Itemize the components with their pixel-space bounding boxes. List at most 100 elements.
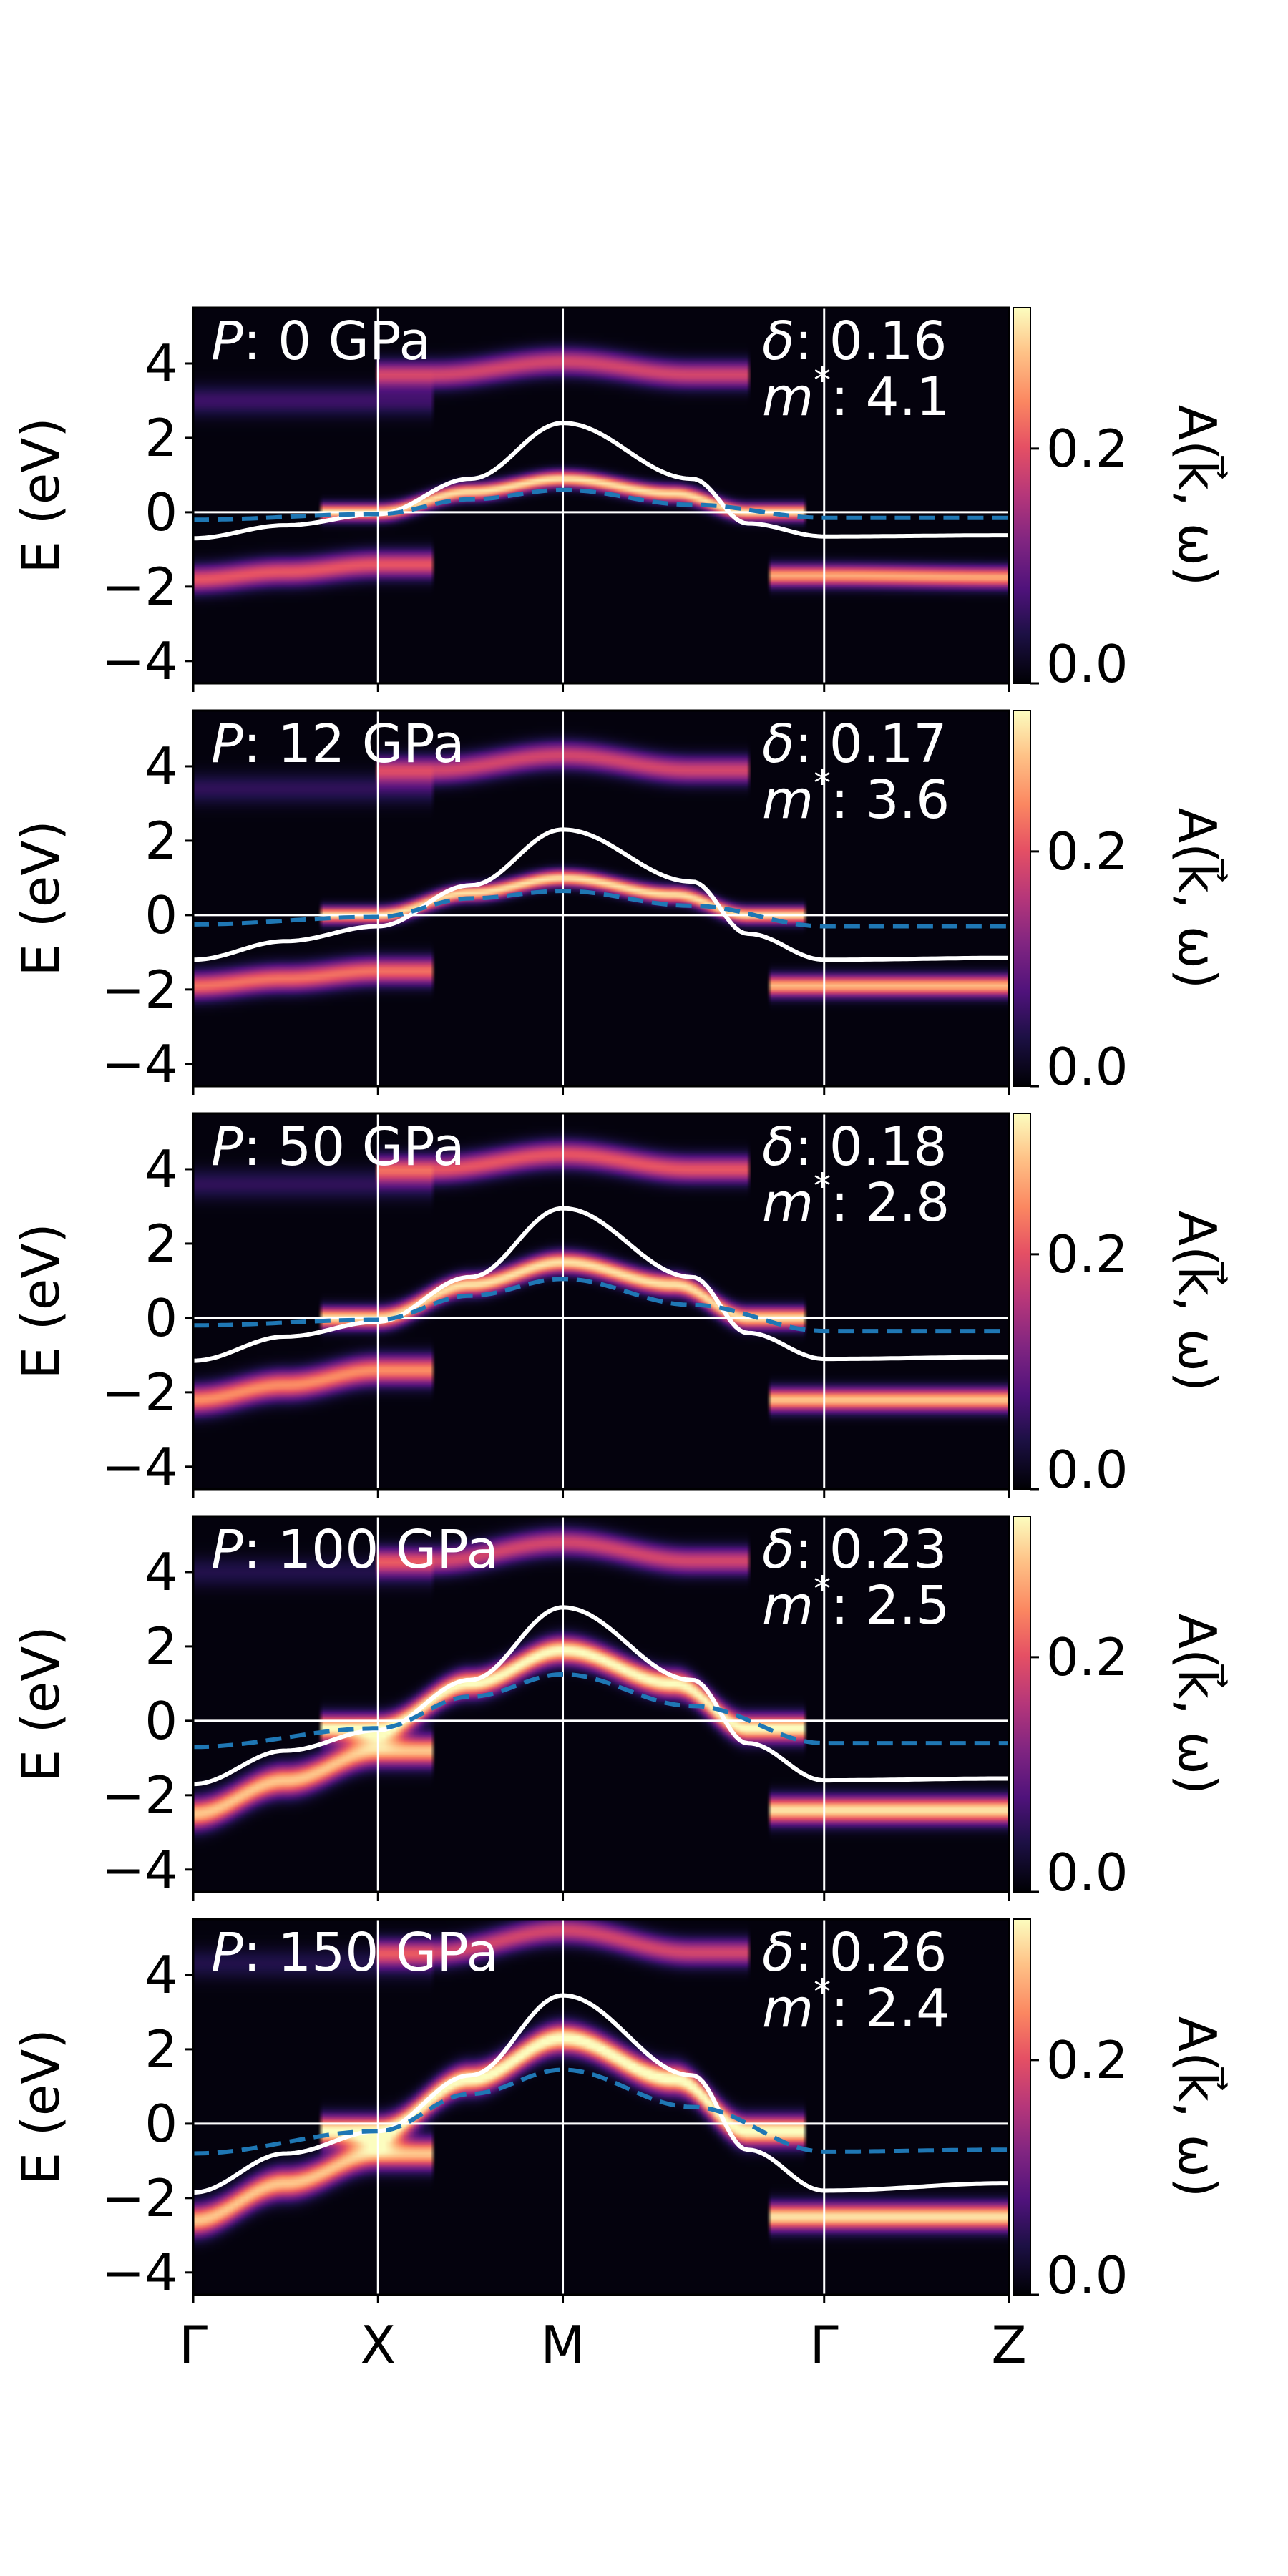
mass-value: : 4.1	[831, 366, 950, 428]
delta-value: : 0.16	[794, 311, 947, 372]
y-tick-label: 4	[145, 1139, 177, 1199]
y-tick-label: 0	[145, 885, 177, 945]
pressure-value: : 50 GPa	[243, 1116, 465, 1178]
pressure-value: : 100 GPa	[243, 1519, 499, 1581]
colorbar	[1013, 710, 1031, 1087]
axes-frame	[192, 709, 1010, 1088]
y-tick-label: 4	[145, 1542, 177, 1602]
colorbar-tick-label: 0.2	[1046, 419, 1128, 479]
mass-star: *	[814, 763, 831, 804]
y-tick-label: −4	[102, 2243, 177, 2303]
y-tick-label: 4	[145, 333, 177, 394]
y-tick-label: −2	[102, 1362, 177, 1423]
panel-5: −4 −2 0 2 4 E (eV) P: 150 GPa δ: 0.26m*: 2.4 0.0…	[11, 1918, 1228, 2306]
mass-symbol: m	[762, 366, 814, 428]
y-axis-label: E (eV)	[11, 2029, 71, 2185]
y-tick-label: −4	[102, 1437, 177, 1497]
delta-symbol: δ	[762, 1519, 794, 1581]
spectral-heatmap	[193, 1113, 1009, 1489]
colorbar	[1013, 1918, 1031, 2296]
colorbar-label: A(k⃗, ω)	[1167, 1211, 1228, 1392]
renormalized-band-line	[193, 1277, 1009, 1334]
mass-symbol: m	[762, 1978, 814, 2039]
mass-star: *	[814, 361, 831, 401]
pressure-symbol: P	[211, 713, 243, 775]
k-point-label: M	[540, 2315, 585, 2375]
delta-value: : 0.17	[794, 713, 947, 775]
pressure-annotation: P: 150 GPa	[211, 1922, 499, 1984]
y-tick-label: 2	[145, 811, 177, 871]
delta-value: : 0.18	[794, 1116, 947, 1178]
mass-value: : 3.6	[831, 769, 950, 831]
delta-annotation: δ: 0.18	[762, 1116, 947, 1178]
y-tick-label: 2	[145, 1214, 177, 1274]
colorbar	[1013, 1113, 1031, 1490]
colorbar-label: A(k⃗, ω)	[1167, 808, 1228, 989]
k-point-label: Γ	[179, 2315, 208, 2375]
delta-symbol: δ	[762, 713, 794, 775]
mass-annotation: m*: 3.6	[762, 763, 950, 831]
k-point-label: X	[361, 2315, 396, 2375]
pressure-symbol: P	[211, 1116, 243, 1178]
axes-frame	[192, 1918, 1010, 2296]
y-tick-label: 0	[145, 1691, 177, 1751]
k-point-label: Z	[991, 2315, 1026, 2375]
y-axis-label: E (eV)	[11, 820, 71, 976]
pressure-annotation: P: 12 GPa	[211, 713, 465, 775]
mass-annotation: m*: 2.4	[762, 1972, 950, 2039]
renormalized-band-line	[192, 1672, 1009, 1750]
mass-value: : 2.8	[831, 1172, 950, 1234]
colorbar-tick-label: 0.0	[1046, 634, 1128, 694]
mass-annotation: m*: 2.5	[762, 1569, 950, 1636]
y-tick-label: 4	[145, 736, 177, 796]
delta-symbol: δ	[762, 311, 794, 372]
mass-star: *	[814, 1972, 831, 2012]
panel-3: −4 −2 0 2 4 E (eV) P: 50 GPa δ: 0.18m*: 2.8 0.0 0…	[11, 1112, 1228, 1500]
panel-2: −4 −2 0 2 4 E (eV) P: 12 GPa δ: 0.17m*: 3.6 0.0 0…	[11, 709, 1228, 1097]
colorbar	[1013, 307, 1031, 684]
panel-4: −4 −2 0 2 4 E (eV) P: 100 GPa δ: 0.23m*: 2.5 0.0…	[11, 1515, 1228, 1903]
colorbar-label: A(k⃗, ω)	[1167, 2016, 1228, 2197]
axes-frame	[192, 306, 1010, 685]
y-tick-label: 4	[145, 1945, 177, 2005]
colorbar-tick-label: 0.2	[1046, 1224, 1128, 1284]
mass-symbol: m	[762, 1172, 814, 1234]
pressure-annotation: P: 100 GPa	[211, 1519, 499, 1581]
delta-annotation: δ: 0.17	[762, 713, 947, 775]
y-tick-label: 2	[145, 2019, 177, 2079]
y-tick-label: 0	[145, 1288, 177, 1348]
colorbar-tick-label: 0.0	[1046, 2245, 1128, 2306]
y-tick-label: −4	[102, 1034, 177, 1094]
y-tick-label: −4	[102, 631, 177, 691]
spectral-heatmap	[193, 308, 1009, 683]
delta-annotation: δ: 0.16	[762, 311, 947, 372]
mass-symbol: m	[762, 1575, 814, 1636]
mass-annotation: m*: 2.8	[762, 1166, 950, 1234]
pressure-annotation: P: 0 GPa	[211, 311, 431, 372]
colorbar	[1013, 1516, 1031, 1893]
spectral-heatmap	[193, 1516, 1009, 1892]
pressure-annotation: P: 50 GPa	[211, 1116, 465, 1178]
delta-value: : 0.26	[794, 1922, 947, 1984]
y-tick-label: 0	[145, 482, 177, 542]
y-tick-label: 2	[145, 408, 177, 468]
colorbar-label: A(k⃗, ω)	[1167, 405, 1228, 586]
mass-star: *	[814, 1166, 831, 1206]
y-tick-label: −2	[102, 557, 177, 617]
y-axis-label: E (eV)	[11, 1223, 71, 1379]
pressure-symbol: P	[211, 1519, 243, 1581]
dft-band-line	[192, 421, 1009, 541]
renormalized-band-line	[192, 2067, 1009, 2156]
colorbar-label: A(k⃗, ω)	[1167, 1614, 1228, 1795]
delta-annotation: δ: 0.26	[762, 1922, 947, 1984]
pressure-symbol: P	[211, 1922, 243, 1984]
delta-value: : 0.23	[794, 1519, 947, 1581]
delta-symbol: δ	[762, 1922, 794, 1984]
colorbar-tick-label: 0.2	[1046, 2030, 1128, 2090]
axes-frame	[192, 1515, 1010, 1893]
y-tick-label: −2	[102, 2168, 177, 2228]
dft-band-line	[192, 1206, 1009, 1363]
renormalized-band-line	[193, 487, 1009, 522]
